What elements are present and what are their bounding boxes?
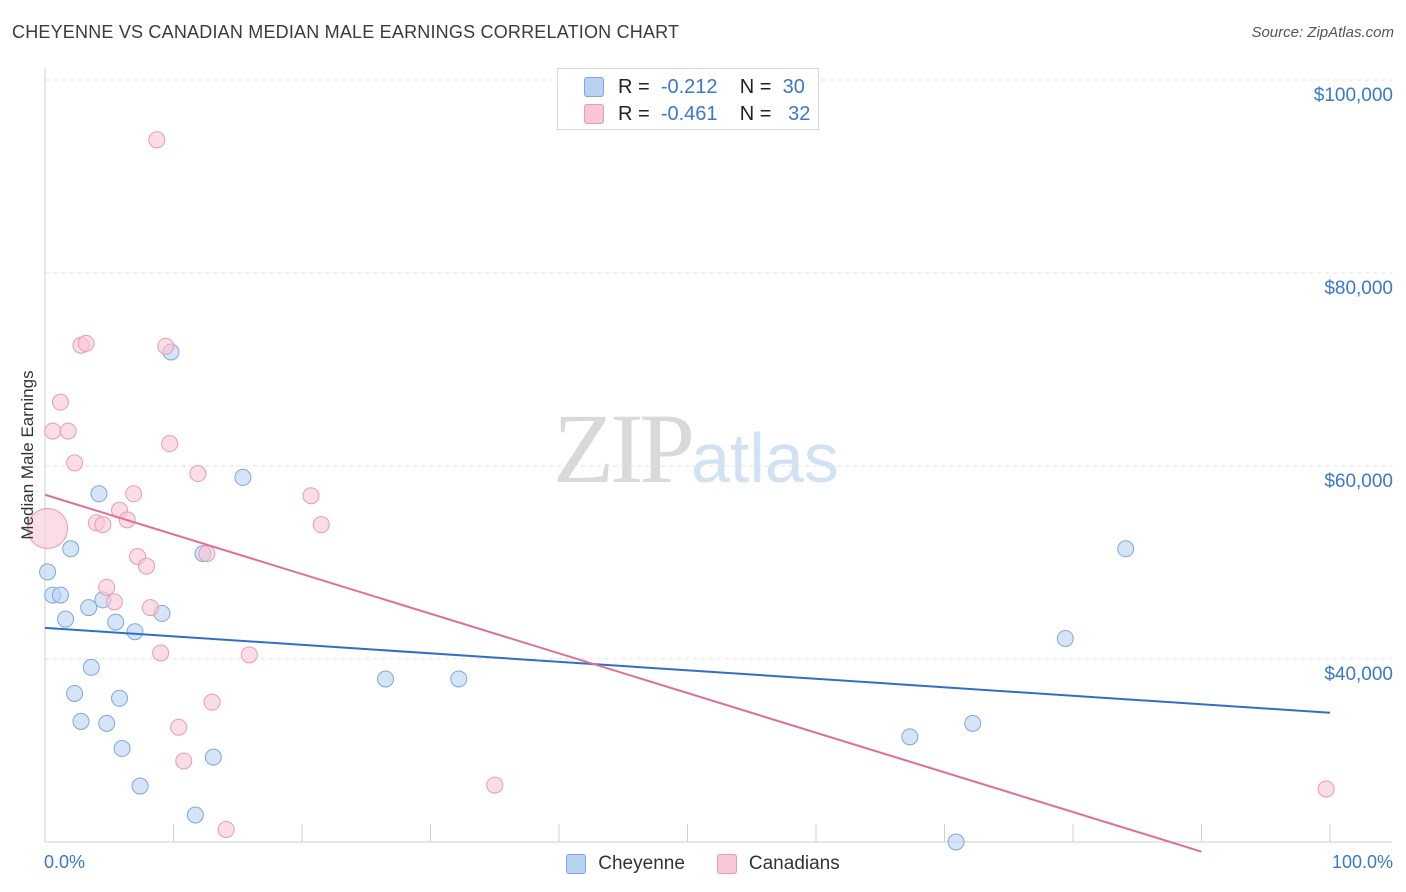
y-axis-title: Median Male Earnings (18, 370, 37, 540)
cheyenne-point (111, 689, 129, 707)
chart-title: CHEYENNE VS CANADIAN MEDIAN MALE EARNING… (12, 22, 680, 42)
canadians-point (27, 508, 69, 550)
canadians-point (98, 578, 116, 596)
cheyenne-point (62, 540, 80, 558)
n-value: 32 (788, 102, 811, 125)
canadians-point (141, 599, 159, 617)
grid-lines (45, 79, 1392, 660)
legend-label-cheyenne: Cheyenne (598, 853, 685, 874)
canadians-point (59, 422, 77, 440)
canadians-point (51, 393, 69, 411)
cheyenne-swatch (566, 854, 587, 874)
canadians-point (189, 465, 207, 483)
cheyenne-point (204, 748, 222, 766)
x-tick-max: 100.0% (1331, 852, 1393, 872)
y-tick-label: $100,000 (1313, 85, 1393, 106)
cheyenne-point (377, 670, 395, 688)
cheyenne-point (126, 623, 144, 641)
cheyenne-point (234, 468, 252, 486)
canadians-point (66, 454, 84, 472)
canadians-swatch (584, 104, 604, 124)
r-value: -0.212 (660, 75, 718, 98)
n-label: N = (739, 75, 772, 98)
n-value: 30 (782, 75, 805, 98)
canadians-point (1317, 780, 1335, 798)
legend-row-canadians: R = -0.461 N = 32 (584, 102, 810, 126)
canadians-point (105, 593, 123, 611)
r-value: -0.461 (660, 102, 718, 125)
canadians-point (312, 516, 330, 534)
canadians-point (203, 693, 221, 711)
legend-row-cheyenne: R = -0.212 N = 30 (584, 75, 805, 99)
canadians-point (217, 820, 235, 838)
cheyenne-point (98, 714, 116, 732)
cheyenne-point (1117, 540, 1135, 558)
cheyenne-point (1056, 629, 1074, 647)
y-tick-label: $40,000 (1324, 663, 1393, 685)
stats-legend: R = -0.212 N = 30 R = -0.461 N = 32 (557, 68, 819, 130)
cheyenne-point (80, 599, 98, 617)
x-tick-min: 0.0% (44, 852, 86, 872)
canadians-point (152, 644, 170, 662)
canadians-point (240, 646, 258, 664)
cheyenne-point (901, 728, 919, 746)
trend-lines (44, 493, 1331, 853)
legend-item-cheyenne[interactable]: Cheyenne (566, 853, 685, 875)
cheyenne-trend-line (44, 626, 1331, 714)
cheyenne-point (57, 610, 75, 628)
y-tick-label: $60,000 (1324, 470, 1393, 492)
canadians-point (44, 422, 62, 440)
series-legend: Cheyenne Canadians (0, 851, 1406, 877)
cheyenne-point (947, 833, 965, 851)
cheyenne-point (450, 670, 468, 688)
legend-item-canadians[interactable]: Canadians (716, 853, 840, 875)
canadians-point (138, 557, 156, 575)
cheyenne-point (72, 712, 90, 730)
cheyenne-point (107, 613, 125, 631)
n-label: N = (739, 102, 772, 125)
canadians-point (77, 334, 95, 352)
cheyenne-point (964, 714, 982, 732)
source-label: Source: ZipAtlas.com (1251, 24, 1394, 41)
cheyenne-point (90, 485, 108, 503)
canadians-point (170, 718, 188, 736)
legend-label-canadians: Canadians (748, 853, 840, 874)
cheyenne-point (113, 739, 131, 757)
cheyenne-point (39, 563, 57, 581)
canadians-point (94, 516, 112, 534)
cheyenne-swatch (584, 77, 604, 97)
canadians-point (486, 776, 504, 794)
axes (44, 68, 1392, 843)
cheyenne-point (66, 684, 84, 702)
cheyenne-point (51, 586, 69, 604)
canadians-point (161, 435, 179, 453)
data-points (27, 131, 1335, 851)
cheyenne-point (131, 777, 149, 795)
canadians-point (198, 545, 216, 563)
canadians-swatch (716, 854, 737, 874)
canadians-trend-line (44, 493, 1202, 853)
cheyenne-point (186, 806, 204, 824)
canadians-point (125, 485, 143, 503)
canadians-point (302, 487, 320, 505)
canadians-point (157, 337, 175, 355)
cheyenne-point (82, 658, 100, 676)
r-label: R = (618, 102, 650, 125)
r-label: R = (618, 75, 650, 98)
canadians-point (175, 752, 193, 770)
canadians-point (148, 131, 166, 149)
y-tick-label: $80,000 (1324, 277, 1393, 299)
